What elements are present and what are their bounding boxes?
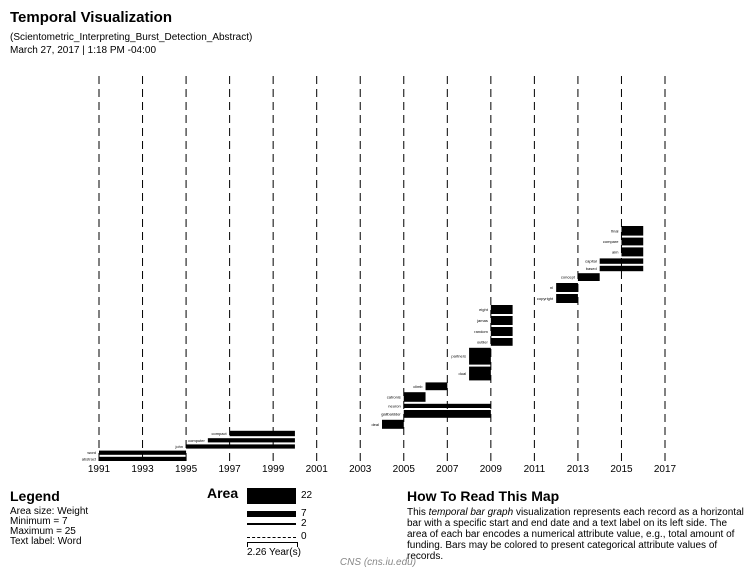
record-bar xyxy=(99,450,187,455)
x-tick-label: 2009 xyxy=(480,464,503,475)
record-bar xyxy=(490,338,513,346)
record-label: john xyxy=(175,444,184,449)
x-tick-label: 2005 xyxy=(393,464,416,475)
page-title: Temporal Visualization xyxy=(10,9,172,26)
record-label: jamas xyxy=(476,318,488,323)
how-to-read-title: How To Read This Map xyxy=(407,488,560,504)
record-bar xyxy=(403,392,426,402)
record-label: partners xyxy=(451,354,466,359)
area-legend-bar-0 xyxy=(247,537,296,538)
record-label: abstract xyxy=(82,456,97,461)
record-bar xyxy=(469,347,491,365)
record-bar xyxy=(425,382,448,391)
record-label: catronis xyxy=(387,395,401,400)
record-bar xyxy=(469,366,491,381)
record-bar xyxy=(577,273,600,281)
x-tick-label: 1999 xyxy=(262,464,285,475)
dataset-subtitle: (Scientometric_Interpreting_Burst_Detect… xyxy=(10,32,253,43)
record-label: nl xyxy=(550,285,553,290)
record-label: copyright xyxy=(537,296,554,301)
legend-minimum: Minimum = 7 xyxy=(10,516,68,527)
record-bar xyxy=(490,305,513,314)
record-bar xyxy=(599,258,644,264)
record-label: outlier xyxy=(477,339,489,344)
legend-text-label: Text label: Word xyxy=(10,536,82,547)
x-tick-label: 1995 xyxy=(175,464,198,475)
record-label: deal xyxy=(371,422,379,427)
record-label: dual xyxy=(459,371,467,376)
record-bar xyxy=(403,403,491,408)
record-label: random xyxy=(474,329,488,334)
area-legend-bar-7 xyxy=(247,511,296,517)
area-legend-value-2: 2 xyxy=(301,518,307,529)
record-label: eight xyxy=(479,307,489,312)
legend-title: Legend xyxy=(10,488,60,504)
area-legend-value-0: 0 xyxy=(301,531,307,542)
record-label: concept xyxy=(561,275,576,280)
x-tick-label: 1991 xyxy=(88,464,111,475)
record-bar xyxy=(490,327,513,336)
record-label: climb xyxy=(413,384,423,389)
generated-datetime: March 27, 2017 | 1:18 PM -04:00 xyxy=(10,45,157,56)
area-legend-unit-bracket xyxy=(247,542,298,547)
how-to-read-text: This temporal bar graph visualization re… xyxy=(407,507,747,562)
x-tick-label: 2003 xyxy=(349,464,372,475)
x-tick-label: 1997 xyxy=(218,464,241,475)
record-label: compact xyxy=(211,431,227,436)
record-bar xyxy=(621,237,644,246)
record-label: computer xyxy=(188,438,205,443)
legend-area-size: Area size: Weight xyxy=(10,506,89,517)
x-tick-label: 2011 xyxy=(524,464,546,475)
x-tick-label: 2017 xyxy=(654,464,677,475)
record-bar xyxy=(403,410,491,418)
record-label: word xyxy=(87,450,96,455)
area-legend-title: Area xyxy=(207,485,239,501)
record-label: final xyxy=(611,228,618,233)
x-tick-label: 2007 xyxy=(436,464,459,475)
record-label: aim xyxy=(612,249,619,254)
record-bar xyxy=(556,283,578,292)
area-legend-bar-2 xyxy=(247,523,296,525)
record-bar xyxy=(490,316,513,325)
legend-maximum: Maximum = 25 xyxy=(10,526,76,537)
how-to-read-text-pre: This xyxy=(407,507,429,518)
record-bar xyxy=(186,444,295,449)
x-axis-ticks: 1991 1993 1995 1997 1999 2001 2003 2005 2007 2009… xyxy=(88,464,677,475)
record-label: gallbaldder xyxy=(381,411,401,416)
footer-credit: CNS (cns.iu.edu) xyxy=(339,557,417,568)
record-bar xyxy=(207,438,295,443)
how-to-read-text-post: visualization represents each record as … xyxy=(407,507,744,562)
record-bar xyxy=(621,247,644,257)
area-legend-bar-22 xyxy=(247,488,296,504)
record-bar xyxy=(599,265,644,272)
how-to-read-text-emph: temporal bar graph xyxy=(428,507,514,518)
record-label: compare xyxy=(603,239,619,244)
record-label: capital xyxy=(585,259,597,264)
record-bar xyxy=(99,456,187,461)
record-bar xyxy=(556,294,578,303)
area-legend-unit: 2.26 Year(s) xyxy=(247,547,301,558)
record-label: based xyxy=(586,266,597,271)
record-bar xyxy=(382,419,404,429)
year-gridlines xyxy=(98,76,666,462)
area-legend-value-7: 7 xyxy=(301,508,307,519)
x-tick-label: 1993 xyxy=(131,464,154,475)
x-tick-label: 2013 xyxy=(567,464,590,475)
x-tick-label: 2015 xyxy=(610,464,633,475)
record-bar xyxy=(229,430,295,437)
record-bar xyxy=(621,226,644,236)
x-tick-label: 2001 xyxy=(306,464,329,475)
record-label: neuron xyxy=(388,403,400,408)
area-legend-value-22: 22 xyxy=(301,490,313,501)
